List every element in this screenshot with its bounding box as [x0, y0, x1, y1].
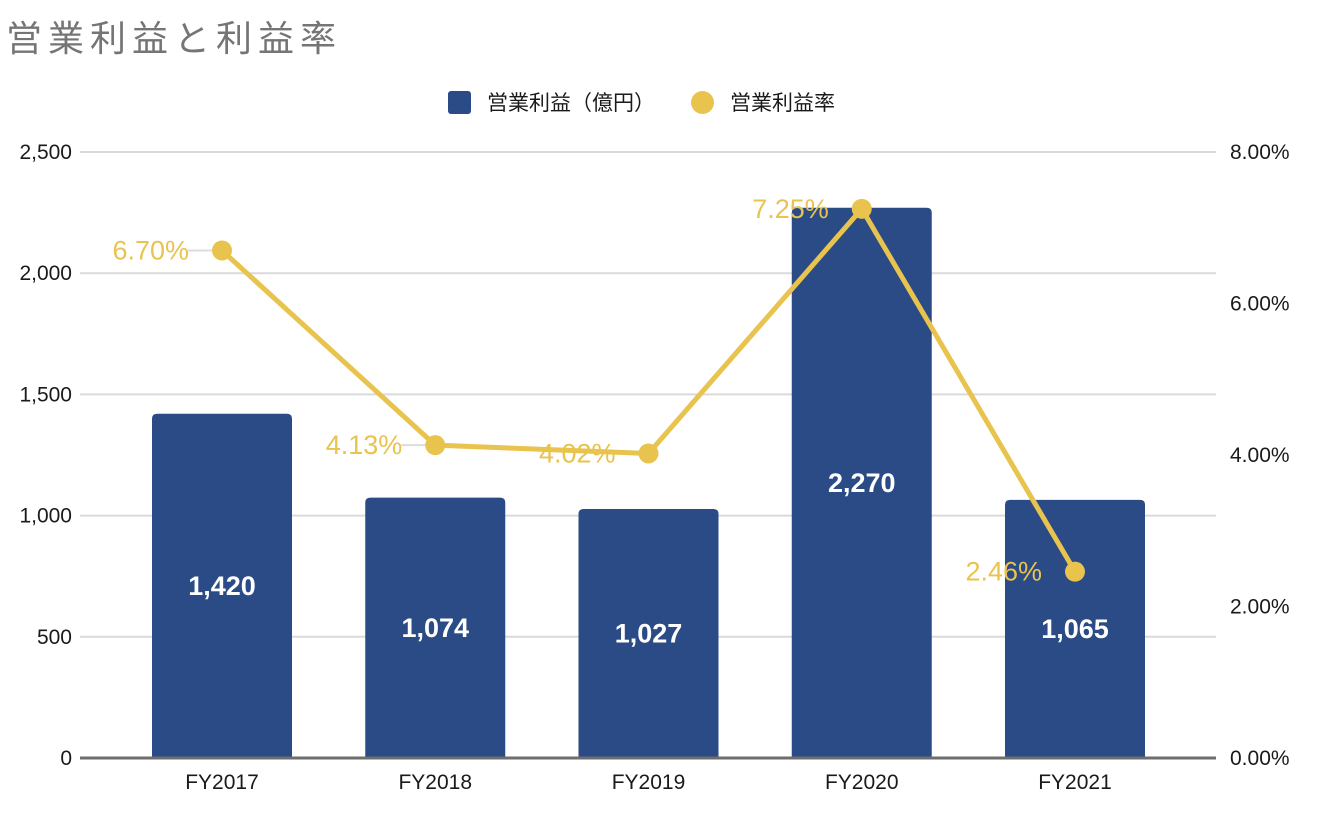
bar-operating-profit — [152, 413, 292, 758]
x-axis-category-label: FY2018 — [398, 771, 472, 794]
chart-title: 営業利益と利益率 — [6, 18, 343, 59]
legend-item-profit-margin: 営業利益率 — [691, 87, 835, 117]
left-axis-tick-label: 2,000 — [19, 262, 72, 285]
left-axis-tick-label: 1,500 — [19, 383, 72, 406]
x-axis-category-label: FY2020 — [825, 771, 899, 794]
line-point-marker — [425, 435, 446, 456]
legend-label-operating-profit: 営業利益（億円） — [487, 92, 655, 115]
line-point-label: 4.02% — [539, 438, 616, 468]
right-axis-tick-label: 6.00% — [1230, 293, 1290, 316]
bar-value-label: 1,074 — [401, 613, 469, 643]
right-axis-tick-label: 2.00% — [1230, 596, 1290, 619]
bar-series-swatch-icon — [448, 90, 471, 114]
bar-operating-profit — [578, 509, 719, 758]
bar-value-label: 1,065 — [1041, 614, 1109, 644]
line-point-marker — [851, 198, 872, 219]
bar-operating-profit — [365, 497, 506, 758]
x-axis-category-label: FY2019 — [612, 771, 686, 794]
x-axis-category-label: FY2021 — [1038, 771, 1112, 794]
left-axis-tick-label: 1,000 — [19, 505, 72, 528]
x-axis-category-label: FY2017 — [185, 771, 259, 794]
right-axis-tick-label: 8.00% — [1230, 141, 1290, 164]
line-point-label: 6.70% — [112, 235, 189, 265]
left-axis-tick-label: 2,500 — [19, 141, 72, 164]
bar-operating-profit — [1005, 499, 1145, 758]
right-axis-tick-label: 4.00% — [1230, 444, 1290, 467]
line-point-marker — [212, 240, 232, 261]
legend: 営業利益（億円） 営業利益率 — [448, 87, 835, 117]
line-point-label: 2.46% — [965, 557, 1042, 587]
left-axis-tick-label: 500 — [37, 626, 72, 649]
bar-operating-profit — [791, 207, 932, 758]
bar-value-label: 1,420 — [188, 571, 256, 601]
left-axis-tick-label: 0 — [60, 747, 72, 770]
legend-label-profit-margin: 営業利益率 — [730, 92, 835, 115]
line-point-marker — [1065, 561, 1085, 582]
right-axis-tick-label: 0.00% — [1230, 747, 1290, 770]
line-series-swatch-icon — [691, 90, 714, 114]
line-point-label: 7.25% — [752, 194, 829, 224]
legend-item-operating-profit: 営業利益（億円） — [448, 87, 655, 117]
bar-value-label: 2,270 — [828, 468, 896, 498]
line-point-marker — [638, 443, 659, 464]
line-point-label: 4.13% — [326, 430, 403, 460]
bar-value-label: 1,027 — [615, 619, 683, 649]
